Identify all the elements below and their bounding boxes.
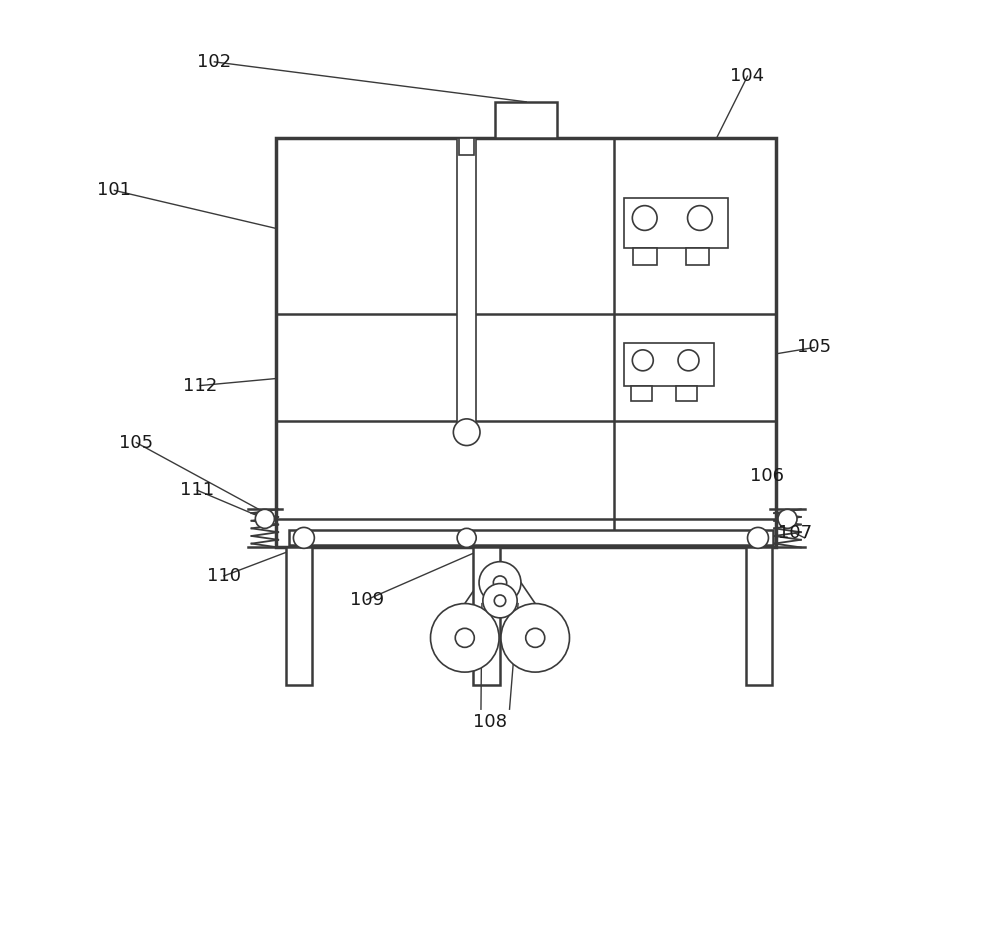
Circle shape	[455, 628, 474, 647]
Bar	[495, 102, 557, 138]
Text: 110: 110	[207, 567, 241, 585]
Circle shape	[678, 350, 699, 371]
Bar	[457, 138, 476, 426]
Bar	[686, 248, 709, 265]
Circle shape	[501, 604, 569, 672]
Bar	[289, 530, 773, 545]
Text: 106: 106	[750, 467, 784, 485]
Bar	[676, 386, 697, 401]
Circle shape	[453, 419, 480, 446]
Text: 109: 109	[350, 591, 384, 608]
Circle shape	[457, 528, 476, 547]
Circle shape	[483, 584, 517, 618]
Bar	[473, 547, 500, 685]
Text: 108: 108	[473, 713, 507, 730]
Circle shape	[632, 350, 653, 371]
Circle shape	[632, 206, 657, 230]
Circle shape	[293, 527, 314, 548]
Bar	[631, 386, 652, 401]
Circle shape	[748, 527, 768, 548]
Bar	[276, 138, 776, 547]
Bar	[624, 343, 714, 386]
Circle shape	[526, 628, 545, 647]
Bar	[633, 248, 657, 265]
Bar	[746, 547, 772, 685]
Circle shape	[431, 604, 499, 672]
Text: 107: 107	[778, 525, 812, 542]
Text: 105: 105	[797, 339, 831, 356]
Text: 111: 111	[180, 482, 214, 499]
Text: 105: 105	[119, 434, 153, 451]
Circle shape	[255, 509, 274, 528]
Bar	[286, 547, 312, 685]
Bar	[459, 138, 474, 155]
Text: 101: 101	[97, 182, 131, 199]
Text: 104: 104	[730, 68, 765, 85]
Text: 112: 112	[183, 377, 217, 394]
Circle shape	[479, 562, 521, 604]
Circle shape	[688, 206, 712, 230]
Circle shape	[494, 595, 506, 606]
Circle shape	[493, 576, 507, 589]
Text: 102: 102	[197, 53, 231, 70]
Bar	[624, 198, 728, 248]
Circle shape	[778, 509, 797, 528]
